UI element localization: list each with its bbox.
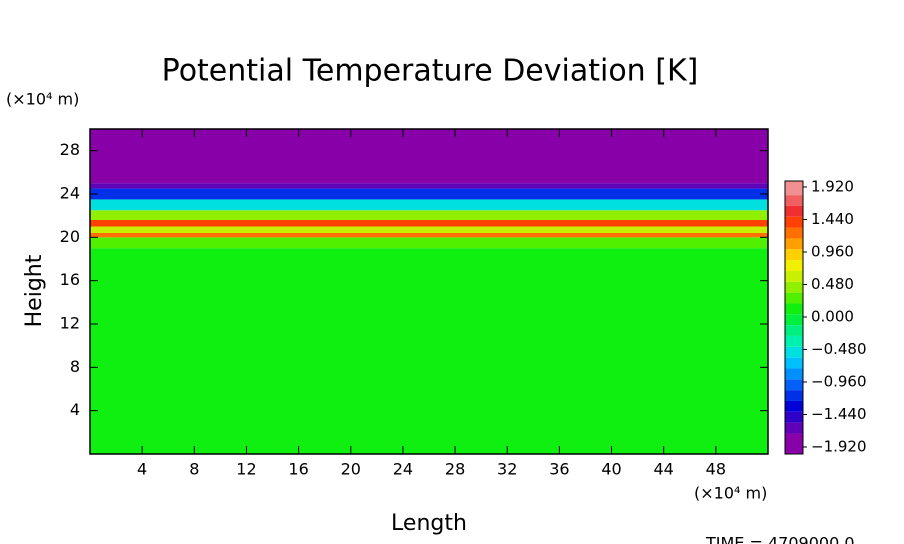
x-tick-label: 20 — [341, 460, 361, 479]
colorbar-label: 0.960 — [811, 243, 854, 261]
colorbar-cell — [785, 181, 803, 196]
colorbar-cell — [785, 368, 803, 380]
layer — [90, 233, 768, 238]
colorbar-cell — [785, 227, 803, 239]
y-tick-label: 24 — [60, 184, 80, 203]
colorbar-cell — [785, 216, 803, 228]
layer — [90, 183, 768, 189]
colorbar-cell — [785, 205, 803, 217]
layer — [90, 226, 768, 233]
colorbar-cell — [785, 260, 803, 271]
y-tick-label: 16 — [60, 270, 80, 289]
y-tick-label: 4 — [70, 400, 80, 419]
colorbar-cell — [785, 195, 803, 206]
y-tick-label: 20 — [60, 227, 80, 246]
x-axis-label: Length — [391, 511, 467, 536]
colorbar-cell — [785, 390, 803, 401]
colorbar-cell — [785, 433, 803, 454]
colorbar-cell — [785, 249, 803, 261]
colorbar-cell — [785, 346, 803, 358]
colorbar-cell — [785, 411, 803, 423]
y-unit: (×10⁴ m) — [6, 90, 79, 109]
colorbar-label: 0.480 — [811, 275, 854, 293]
colorbar-label: 1.920 — [811, 178, 854, 196]
colorbar-label: −1.440 — [811, 405, 867, 423]
x-tick-label: 4 — [137, 460, 147, 479]
y-tick-label: 8 — [70, 357, 80, 376]
colorbar-cell — [785, 292, 803, 304]
x-tick-label: 12 — [236, 460, 256, 479]
x-tick-label: 16 — [288, 460, 308, 479]
colorbar-cell — [785, 314, 803, 326]
colorbar-label: −1.920 — [811, 438, 867, 456]
colorbar-cell — [785, 281, 803, 293]
x-tick-label: 24 — [393, 460, 413, 479]
layer — [90, 220, 768, 227]
colorbar-cell — [785, 238, 803, 250]
colorbar-cell — [785, 379, 803, 391]
colorbar-cell — [785, 303, 803, 315]
layer — [90, 210, 768, 220]
layer — [90, 248, 768, 454]
colorbar-cell — [785, 325, 803, 336]
colorbar-cell — [785, 270, 803, 282]
plot-frame — [89, 128, 769, 455]
colorbar-cell — [785, 357, 803, 369]
colorbar-label: −0.480 — [811, 340, 867, 358]
layer — [90, 129, 768, 184]
layer — [90, 199, 768, 211]
colorbar-cell — [785, 400, 803, 412]
x-tick-label: 44 — [654, 460, 674, 479]
x-tick-label: 48 — [706, 460, 726, 479]
colorbar-label: 1.440 — [811, 210, 854, 228]
layer — [90, 188, 768, 200]
y-tick-label: 28 — [60, 140, 80, 159]
x-tick-label: 36 — [549, 460, 569, 479]
colorbar-cell — [785, 335, 803, 347]
x-tick-label: 28 — [445, 460, 465, 479]
colorbar-label: −0.960 — [811, 373, 867, 391]
x-tick-label: 40 — [601, 460, 621, 479]
colorbar-label: 0.000 — [811, 308, 854, 326]
y-axis-label: Height — [22, 254, 47, 327]
time-label: TIME = 4709000.0 — [705, 534, 855, 544]
layer — [90, 237, 768, 249]
y-tick-label: 12 — [60, 314, 80, 333]
x-unit: (×10⁴ m) — [694, 484, 767, 503]
x-tick-label: 32 — [497, 460, 517, 479]
colorbar-cell — [785, 422, 803, 434]
chart-title: Potential Temperature Deviation [K] — [162, 54, 699, 89]
x-tick-label: 8 — [189, 460, 199, 479]
